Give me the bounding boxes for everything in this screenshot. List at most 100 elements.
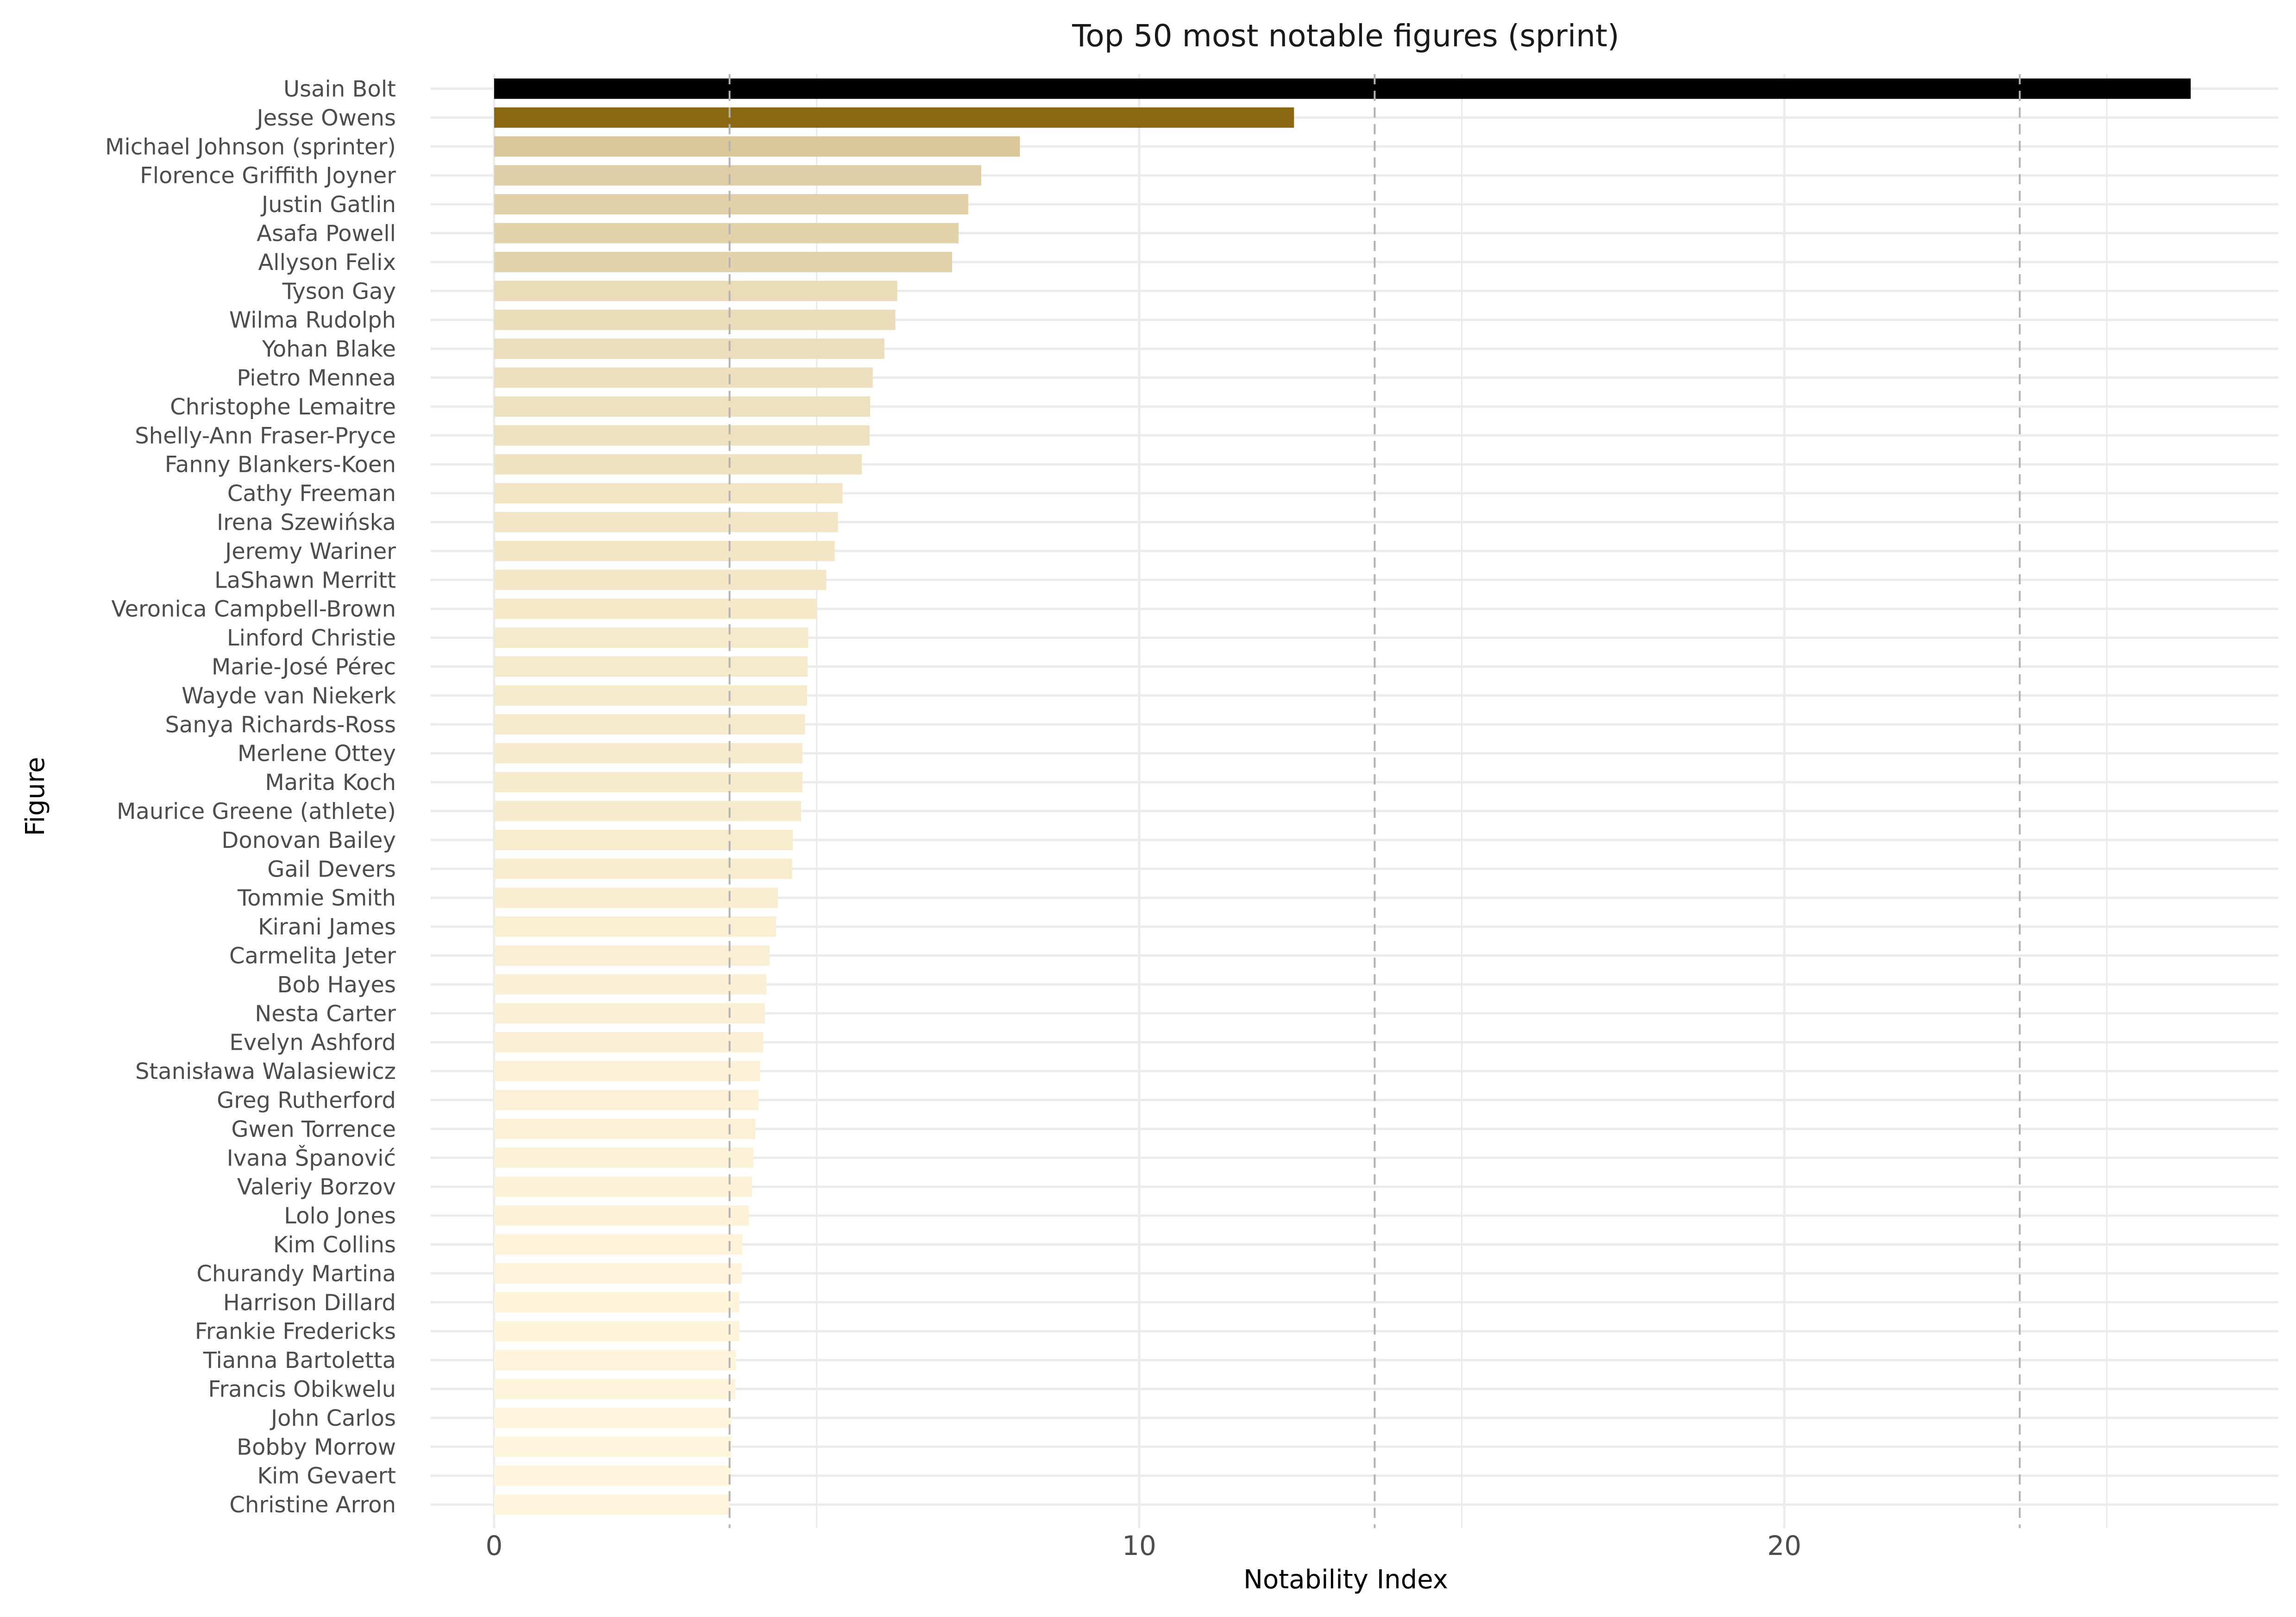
bar-47	[494, 1436, 732, 1457]
y-tick-label: Jeremy Wariner	[224, 539, 396, 564]
y-tick-label: Lolo Jones	[284, 1203, 396, 1229]
bar-8	[494, 309, 896, 330]
bar-22	[494, 714, 805, 735]
bar-29	[494, 916, 776, 937]
y-tick-label: Gwen Torrence	[231, 1116, 396, 1142]
bar-9	[494, 338, 885, 359]
bar-19	[494, 627, 809, 648]
bar-42	[494, 1292, 740, 1313]
bar-17	[494, 570, 827, 590]
y-tick-label: Tommie Smith	[237, 885, 396, 911]
y-tick-label: Carmelita Jeter	[229, 943, 396, 969]
x-tick-label: 20	[1767, 1530, 1801, 1561]
bar-10	[494, 367, 873, 388]
bar-33	[494, 1032, 763, 1053]
y-tick-label: Donovan Bailey	[221, 827, 396, 853]
bar-1	[494, 107, 1294, 128]
bar-23	[494, 743, 803, 764]
y-tick-label: Bob Hayes	[277, 972, 396, 998]
y-tick-label: LaShawn Merritt	[214, 567, 396, 593]
bar-12	[494, 425, 870, 446]
y-tick-label: Pietro Mennea	[237, 365, 396, 391]
y-tick-label: Bobby Morrow	[237, 1434, 396, 1460]
y-tick-label: Veronica Campbell-Brown	[111, 596, 396, 622]
chart-title: Top 50 most notable figures (sprint)	[1072, 18, 1619, 54]
bar-4	[494, 194, 968, 215]
y-tick-label: Christophe Lemaitre	[170, 394, 396, 420]
bar-7	[494, 281, 897, 301]
bar-14	[494, 483, 843, 504]
y-tick-label: Merlene Ottey	[238, 741, 396, 767]
y-tick-label: Kirani James	[258, 914, 396, 940]
y-tick-label: Michael Johnson (sprinter)	[105, 134, 396, 160]
y-tick-label: Evelyn Ashford	[229, 1030, 396, 1056]
bar-21	[494, 685, 807, 706]
y-tick-label: Ivana Španović	[227, 1145, 396, 1171]
y-tick-label: Frankie Fredericks	[195, 1319, 396, 1345]
bar-43	[494, 1321, 740, 1341]
y-tick-label: Justin Gatlin	[260, 192, 396, 218]
y-tick-label: Christine Arron	[229, 1492, 396, 1518]
y-tick-label: Yohan Blake	[262, 336, 396, 362]
bar-6	[494, 251, 953, 272]
bar-38	[494, 1176, 753, 1197]
bar-5	[494, 223, 959, 244]
y-tick-label: Kim Collins	[273, 1232, 396, 1258]
y-tick-label: Asafa Powell	[257, 221, 396, 247]
bar-13	[494, 454, 862, 475]
x-tick-label: 0	[486, 1530, 503, 1561]
bar-0	[494, 78, 2191, 99]
x-axis-title: Notability Index	[1243, 1565, 1448, 1595]
y-tick-label: Tianna Bartoletta	[203, 1348, 396, 1373]
y-tick-label: Linford Christie	[227, 625, 396, 651]
y-tick-label: Nesta Carter	[255, 1001, 396, 1027]
bar-3	[494, 165, 981, 186]
y-tick-label: Wilma Rudolph	[229, 307, 396, 333]
bar-45	[494, 1379, 735, 1399]
y-tick-label: Tyson Gay	[282, 278, 396, 304]
y-tick-labels: Usain Bolt Jesse Owens Michael Johnson (sp…	[105, 76, 396, 1518]
y-tick-label: Churandy Martina	[196, 1261, 396, 1287]
bar-25	[494, 801, 802, 821]
bar-30	[494, 945, 770, 966]
y-tick-label: Allyson Felix	[258, 250, 396, 276]
bar-11	[494, 396, 871, 417]
y-tick-label: Fanny Blankers-Koen	[165, 452, 396, 478]
y-tick-label: Gail Devers	[267, 856, 396, 882]
y-tick-label: Cathy Freeman	[227, 481, 396, 507]
bar-37	[494, 1147, 753, 1168]
y-tick-label: Maurice Greene (athlete)	[117, 799, 396, 825]
x-tick-labels: 0 10 20	[486, 1530, 1801, 1561]
bar-46	[494, 1407, 732, 1428]
y-tick-label: Florence Griffith Joyner	[140, 163, 396, 189]
y-tick-label: Marita Koch	[265, 770, 396, 796]
bar-18	[494, 598, 817, 619]
bars-layer	[494, 78, 2191, 1515]
bar-28	[494, 887, 778, 908]
bar-48	[494, 1465, 731, 1486]
y-tick-label: Usain Bolt	[283, 76, 396, 102]
y-tick-label: Kim Gevaert	[257, 1463, 396, 1489]
bar-41	[494, 1263, 742, 1284]
bar-20	[494, 656, 808, 677]
y-tick-label: Stanisława Walasiewicz	[135, 1059, 396, 1084]
bar-35	[494, 1090, 759, 1110]
bar-15	[494, 512, 838, 533]
bar-24	[494, 772, 803, 793]
bar-36	[494, 1118, 756, 1139]
bar-16	[494, 540, 835, 561]
y-tick-label: Jesse Owens	[256, 105, 396, 131]
bar-44	[494, 1350, 736, 1371]
reference-lines	[728, 74, 2021, 1528]
y-tick-label: Harrison Dillard	[223, 1290, 396, 1316]
bar-39	[494, 1205, 749, 1226]
y-tick-label: Sanya Richards-Ross	[165, 712, 396, 738]
bar-34	[494, 1061, 760, 1082]
bar-40	[494, 1234, 743, 1255]
bar-32	[494, 1003, 765, 1024]
bar-31	[494, 974, 766, 995]
bar-26	[494, 829, 793, 850]
bar-27	[494, 859, 792, 879]
